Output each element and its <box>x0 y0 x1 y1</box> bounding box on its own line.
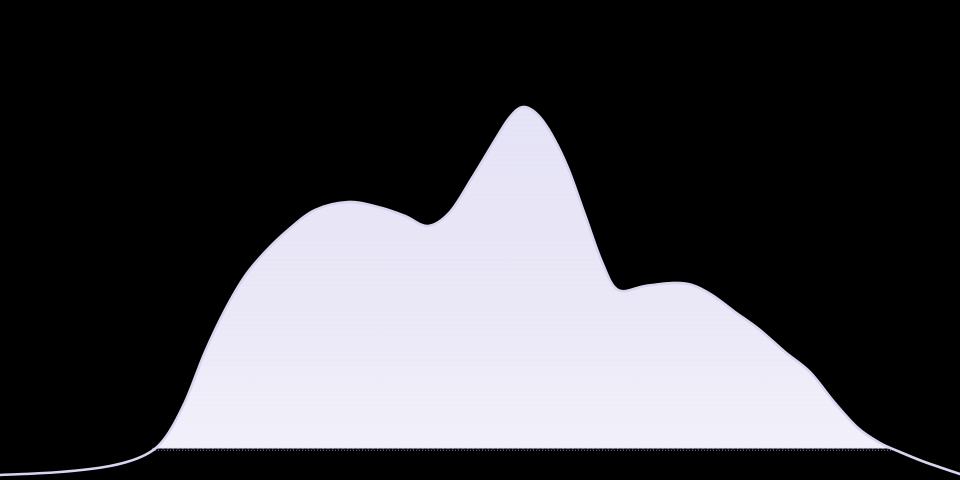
chart-fill-band-texture <box>155 106 892 449</box>
density-curve-line <box>0 105 960 477</box>
